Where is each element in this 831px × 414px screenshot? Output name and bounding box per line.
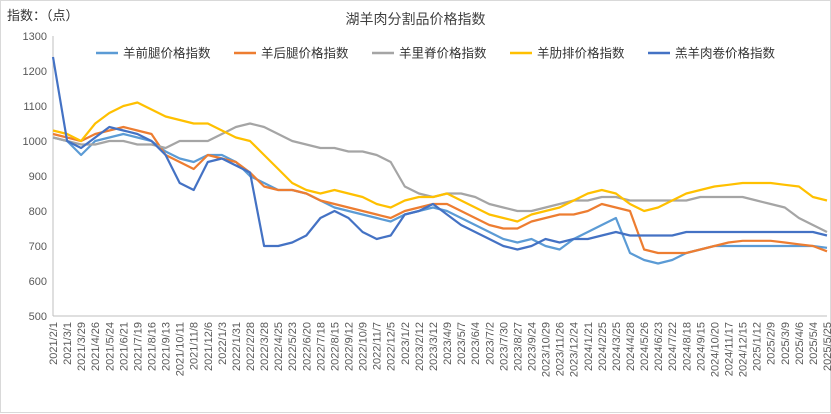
x-tick-label: 2021/4/26 bbox=[90, 322, 102, 371]
x-tick-label: 2024/8/18 bbox=[681, 322, 693, 371]
x-tick-label: 2023/7/30 bbox=[498, 322, 510, 371]
x-tick-label: 2022/12/5 bbox=[386, 322, 398, 371]
x-tick-label: 2021/9/13 bbox=[161, 322, 173, 371]
x-tick-label: 2021/8/16 bbox=[147, 322, 159, 371]
x-tick-label: 2025/2/9 bbox=[766, 322, 778, 365]
x-tick-label: 2023/1/2 bbox=[400, 322, 412, 365]
x-tick-label: 2022/1/3 bbox=[217, 322, 229, 365]
x-tick-label: 2023/4/9 bbox=[442, 322, 454, 365]
x-tick-label: 2023/8/27 bbox=[512, 322, 524, 371]
y-axis-unit-label: 指数：（点） bbox=[7, 8, 79, 23]
y-tick-label: 1200 bbox=[23, 66, 47, 78]
x-tick-label: 2024/2/25 bbox=[597, 322, 609, 371]
x-tick-label: 2021/3/29 bbox=[76, 322, 88, 371]
y-tick-label: 700 bbox=[29, 241, 47, 253]
legend-label: 羊前腿价格指数 bbox=[123, 46, 211, 61]
x-tick-label: 2022/6/20 bbox=[301, 322, 313, 371]
x-tick-label: 2024/4/28 bbox=[625, 322, 637, 371]
series-line-2 bbox=[52, 122, 828, 233]
x-tick-label: 2022/1/31 bbox=[231, 322, 243, 371]
x-tick-label: 2024/3/25 bbox=[611, 322, 623, 371]
x-tick-label: 2025/1/12 bbox=[752, 322, 764, 371]
x-tick-label: 2023/11/26 bbox=[555, 322, 567, 376]
x-tick-label: 2022/5/23 bbox=[287, 322, 299, 371]
x-tick-label: 2023/5/7 bbox=[456, 322, 468, 365]
x-tick-label: 2024/6/23 bbox=[653, 322, 665, 371]
x-tick-label: 2024/11/17 bbox=[723, 322, 735, 376]
x-tick-label: 2021/7/19 bbox=[132, 322, 144, 371]
x-tick-label: 2023/2/12 bbox=[414, 322, 426, 371]
x-tick-label: 2021/10/11 bbox=[175, 322, 187, 376]
x-tick-label: 2025/3/9 bbox=[780, 322, 792, 365]
x-tick-label: 2021/3/1 bbox=[62, 322, 74, 365]
series-line-0 bbox=[52, 132, 828, 265]
x-tick-label: 2022/11/7 bbox=[372, 322, 384, 370]
legend-label: 羊肋排价格指数 bbox=[537, 46, 625, 61]
chart-title: 湖羊肉分割品价格指数 bbox=[345, 11, 486, 27]
x-tick-label: 2024/5/26 bbox=[639, 322, 651, 371]
x-tick-label: 2021/6/21 bbox=[118, 322, 130, 371]
x-tick-label: 2023/7/2 bbox=[484, 322, 496, 365]
x-tick-label: 2022/2/28 bbox=[245, 322, 257, 371]
x-tick-label: 2023/3/12 bbox=[428, 322, 440, 371]
x-tick-label: 2024/9/15 bbox=[695, 322, 707, 371]
x-tick-label: 2024/12/15 bbox=[738, 322, 750, 377]
series-line-3 bbox=[52, 101, 828, 223]
x-tick-label: 2022/9/12 bbox=[344, 322, 356, 371]
y-tick-label: 1100 bbox=[23, 101, 47, 113]
y-tick-label: 600 bbox=[29, 276, 47, 288]
x-tick-label: 2025/5/25 bbox=[822, 322, 831, 371]
legend-label: 羊后腿价格指数 bbox=[261, 46, 349, 61]
x-tick-label: 2024/10/20 bbox=[709, 322, 721, 377]
legend-label: 羊里脊价格指数 bbox=[399, 46, 487, 61]
series-line-1 bbox=[52, 125, 828, 255]
x-tick-label: 2023/10/29 bbox=[541, 322, 553, 377]
x-tick-label: 2022/3/28 bbox=[259, 322, 271, 371]
x-tick-label: 2023/9/24 bbox=[526, 322, 538, 371]
series-line-4 bbox=[51, 56, 828, 251]
y-tick-label: 1000 bbox=[23, 136, 47, 148]
x-tick-label: 2021/12/6 bbox=[203, 322, 215, 371]
x-tick-label: 2021/2/1 bbox=[48, 322, 60, 365]
x-tick-label: 2022/10/9 bbox=[358, 322, 370, 371]
y-tick-label: 1300 bbox=[23, 31, 47, 43]
y-tick-label: 500 bbox=[29, 311, 47, 323]
x-tick-label: 2023/12/24 bbox=[569, 322, 581, 377]
x-tick-label: 2024/1/21 bbox=[583, 322, 595, 371]
x-tick-label: 2024/7/22 bbox=[667, 322, 679, 371]
x-tick-label: 2022/4/25 bbox=[273, 322, 285, 371]
legend-label: 羔羊肉卷价格指数 bbox=[675, 46, 776, 61]
y-tick-label: 800 bbox=[29, 206, 47, 218]
x-tick-label: 2022/8/15 bbox=[329, 322, 341, 371]
x-tick-label: 2022/7/18 bbox=[315, 322, 327, 371]
y-tick-label: 900 bbox=[29, 171, 47, 183]
x-tick-label: 2021/11/8 bbox=[189, 322, 201, 370]
x-tick-label: 2021/5/24 bbox=[104, 322, 116, 371]
x-tick-label: 2025/5/4 bbox=[808, 322, 820, 365]
x-tick-label: 2025/4/6 bbox=[794, 322, 806, 365]
x-tick-label: 2023/6/4 bbox=[470, 322, 482, 365]
